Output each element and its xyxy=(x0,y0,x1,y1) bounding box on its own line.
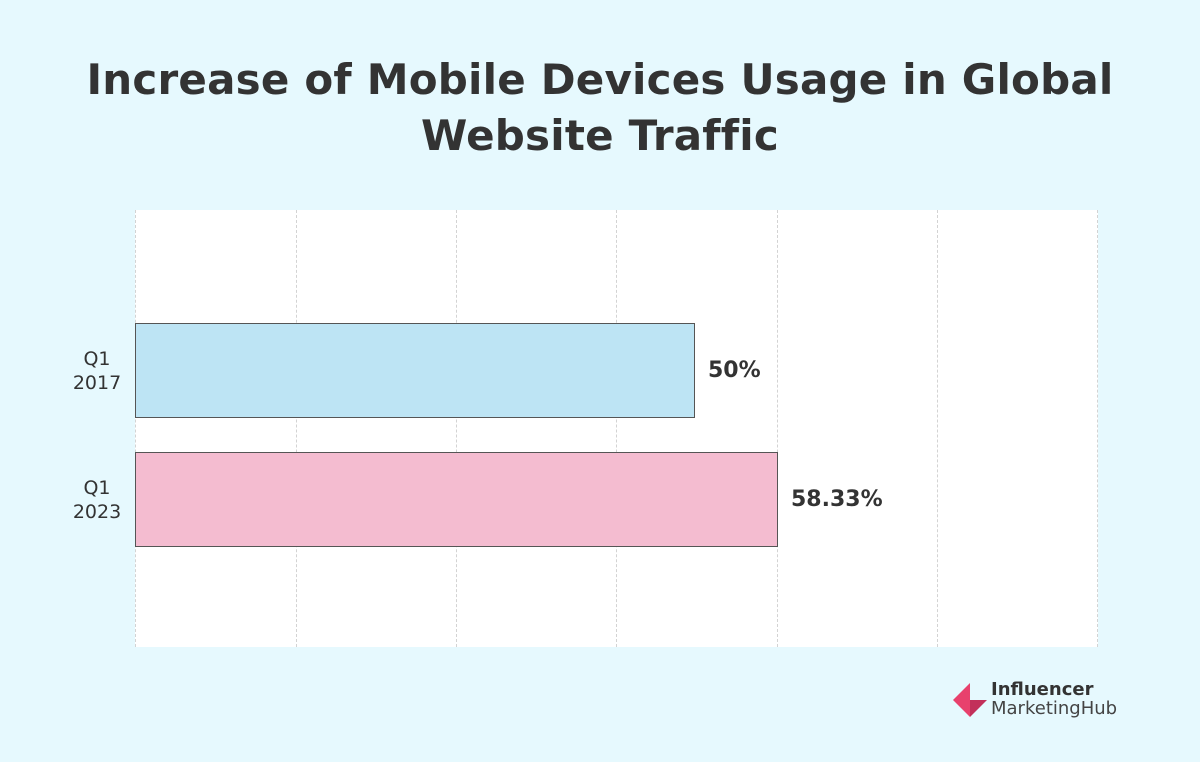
gridline xyxy=(937,210,938,647)
gridline xyxy=(616,210,617,647)
category-label-q1-2017: Q1 2017 xyxy=(57,347,137,395)
gridline xyxy=(135,210,136,647)
gridline xyxy=(1097,210,1098,647)
gridline xyxy=(456,210,457,647)
logo-mark-icon xyxy=(953,683,987,717)
gridline xyxy=(777,210,778,647)
category-year: 2017 xyxy=(72,372,122,394)
bar-q1-2023 xyxy=(135,452,778,547)
value-label-q1-2017: 50% xyxy=(708,358,761,383)
value-label-q1-2023: 58.33% xyxy=(791,487,883,512)
logo-text-line-1: Influencer xyxy=(991,679,1094,700)
category-quarter: Q1 xyxy=(83,348,111,370)
plot-area: 50% 58.33% xyxy=(135,210,1098,647)
category-quarter: Q1 xyxy=(83,477,111,499)
title-line-2: Website Traffic xyxy=(421,111,779,160)
gridline xyxy=(296,210,297,647)
influencer-marketing-hub-logo: Influencer MarketingHub xyxy=(953,679,1133,720)
logo-text-line-2: MarketingHub xyxy=(991,698,1118,719)
title-line-1: Increase of Mobile Devices Usage in Glob… xyxy=(86,55,1114,104)
bar-q1-2017 xyxy=(135,323,695,418)
chart-title: Increase of Mobile Devices Usage in Glob… xyxy=(0,52,1200,164)
category-label-q1-2023: Q1 2023 xyxy=(57,476,137,524)
category-year: 2023 xyxy=(72,501,122,523)
